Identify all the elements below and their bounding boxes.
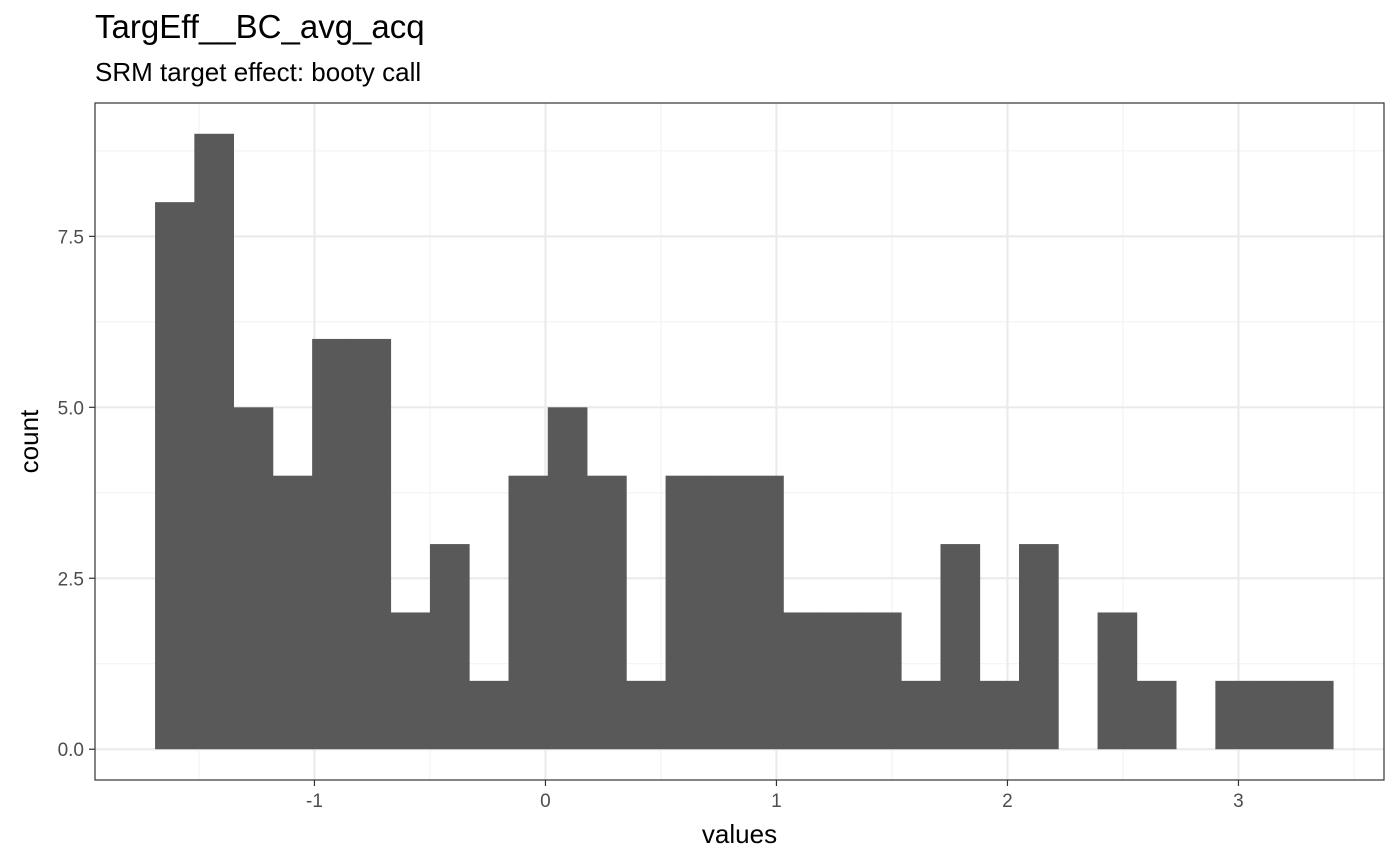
histogram-bar: [901, 680, 941, 750]
histogram-bar: [155, 202, 195, 750]
chart-title: TargEff__BC_avg_acq: [95, 8, 425, 45]
histogram-bar: [390, 612, 431, 750]
y-axis-title: count: [14, 409, 44, 473]
histogram-bar: [822, 612, 863, 750]
histogram-bar: [351, 338, 392, 750]
histogram-bar: [940, 544, 981, 750]
histogram-bar: [587, 475, 627, 750]
histogram-bars: [155, 133, 1334, 750]
histogram-bar: [1215, 680, 1256, 750]
histogram-bar: [665, 475, 706, 750]
histogram-bar: [979, 680, 1020, 750]
x-tick-label: 0: [540, 791, 551, 812]
histogram-bar: [1019, 544, 1059, 750]
chart-subtitle: SRM target effect: booty call: [95, 57, 422, 87]
histogram-bar: [547, 407, 588, 750]
histogram-bar: [233, 407, 274, 750]
x-tick-label: 3: [1233, 791, 1244, 812]
histogram-bar: [312, 338, 352, 750]
histogram-bar: [1136, 680, 1177, 750]
y-axis-ticks: 0.0 2.5 5.0 7.5: [58, 227, 95, 761]
x-tick-label: 2: [1002, 791, 1013, 812]
panel-border: [94, 102, 1385, 781]
histogram-bar: [1097, 612, 1138, 750]
y-tick-label: 5.0: [58, 398, 84, 419]
x-tick-label: 1: [771, 791, 782, 812]
y-tick-label: 7.5: [58, 227, 84, 248]
histogram-bar: [469, 680, 509, 750]
x-axis-ticks: -1 0 1 2 3: [306, 780, 1244, 812]
histogram-bar: [704, 475, 745, 750]
histogram-bar: [783, 612, 824, 750]
histogram-bar: [508, 475, 549, 750]
histogram-bar: [194, 133, 235, 750]
histogram-bar: [1254, 680, 1295, 750]
x-tick-label: -1: [306, 791, 323, 812]
y-tick-label: 2.5: [58, 569, 84, 590]
y-tick-label: 0.0: [58, 740, 84, 761]
histogram-bar: [272, 475, 313, 750]
histogram-bar: [861, 612, 902, 750]
histogram-bar: [429, 544, 470, 750]
histogram-bar: [626, 680, 666, 750]
histogram-bar: [744, 475, 784, 750]
x-axis-title: values: [702, 819, 777, 849]
histogram-bar: [1293, 680, 1334, 750]
